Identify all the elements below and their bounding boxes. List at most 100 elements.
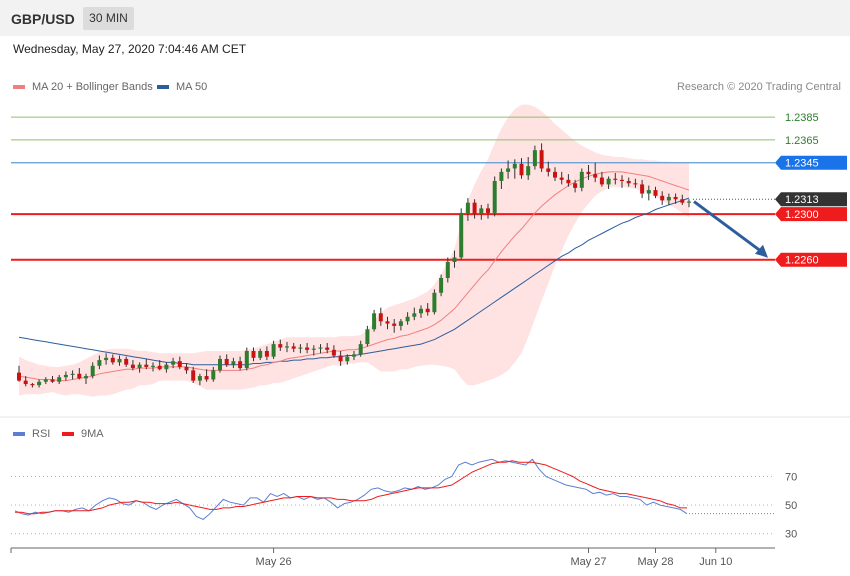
candle-body-3: [37, 381, 42, 386]
candle-23: [171, 357, 176, 369]
candle-body-94: [646, 190, 651, 194]
candle-1: [23, 376, 28, 387]
candle-body-77: [532, 150, 537, 167]
candle-body-69: [479, 208, 484, 215]
candle-26: [191, 366, 196, 383]
candle-98: [673, 193, 678, 204]
candle-17: [130, 360, 135, 371]
legend-ma20: MA 20 + Bollinger Bands: [13, 81, 153, 93]
candle-41: [291, 342, 296, 353]
candle-body-49: [345, 356, 350, 362]
candle-76: [526, 157, 531, 180]
level-label-text-2: 1.2345: [785, 158, 819, 170]
candle-72: [499, 168, 504, 189]
candle-90: [620, 175, 624, 188]
candle-body-91: [626, 180, 631, 184]
candle-body-100: [687, 201, 691, 203]
candle-44: [311, 345, 316, 356]
candle-19: [144, 358, 149, 370]
candle-body-74: [512, 163, 517, 169]
candle-30: [218, 355, 222, 373]
level-label-text-0: 1.2385: [785, 112, 819, 124]
candle-body-43: [305, 347, 310, 350]
candle-body-52: [365, 329, 370, 345]
candle-52: [365, 325, 370, 347]
candle-body-73: [506, 168, 511, 172]
candle-6: [57, 374, 62, 385]
candle-96: [660, 191, 665, 205]
candle-body-31: [224, 358, 229, 365]
candle-56: [392, 319, 397, 333]
x-tick-label-0: May 26: [256, 556, 292, 568]
candle-body-14: [110, 357, 115, 363]
rsi-tick-1: 50: [785, 500, 797, 512]
candle-49: [345, 354, 350, 365]
candle-body-89: [613, 178, 618, 180]
candle-27: [197, 373, 202, 386]
candle-body-42: [298, 347, 303, 349]
candle-body-51: [358, 344, 363, 355]
candle-32: [231, 357, 236, 369]
candle-body-22: [164, 364, 169, 370]
ma20-line: [18, 171, 690, 382]
projection-arrow: [693, 200, 764, 254]
candle-18: [137, 362, 142, 373]
candle-71: [492, 176, 497, 217]
candle-body-72: [499, 171, 504, 181]
candle-55: [385, 316, 390, 330]
level-label-bg-2: [775, 155, 847, 170]
candle-body-63: [439, 277, 444, 293]
candle-94: [646, 185, 651, 201]
timeframe-button[interactable]: 30 MIN: [83, 7, 134, 30]
candle-22: [164, 362, 169, 373]
legend-ma50-label: MA 50: [176, 81, 208, 93]
candle-body-12: [97, 360, 102, 366]
candle-body-67: [465, 202, 470, 213]
candle-body-76: [526, 166, 531, 176]
candle-body-0: [17, 372, 21, 381]
candle-81: [559, 171, 564, 185]
level-label-4: 1.2300: [775, 207, 847, 222]
candle-92: [633, 178, 638, 188]
candle-87: [599, 171, 604, 187]
candle-88: [606, 176, 611, 189]
candle-body-8: [70, 373, 75, 375]
candle-body-28: [204, 376, 209, 380]
candle-89: [613, 173, 618, 185]
candle-40: [285, 341, 289, 353]
candle-93: [640, 179, 645, 199]
legend-9ma-label: 9MA: [81, 428, 104, 440]
candle-10: [84, 373, 88, 385]
candle-body-55: [385, 321, 390, 324]
candle-body-35: [251, 350, 256, 358]
candle-body-70: [486, 208, 490, 213]
candle-70: [486, 203, 490, 219]
x-tick-label-1: May 27: [570, 556, 606, 568]
candle-body-47: [331, 349, 336, 356]
candle-74: [512, 159, 517, 179]
candle-body-6: [57, 377, 62, 382]
rsi-line: [14, 458, 688, 520]
candle-7: [63, 371, 68, 381]
candle-body-27: [197, 376, 202, 381]
candle-body-64: [445, 261, 450, 278]
level-label-0: 1.2385: [785, 112, 819, 124]
candle-body-10: [84, 376, 88, 379]
candle-body-20: [151, 365, 155, 367]
candle-body-80: [553, 171, 557, 178]
candle-53: [372, 309, 377, 332]
candle-100: [687, 199, 691, 208]
candle-16: [124, 356, 129, 367]
candle-73: [506, 160, 511, 179]
candle-body-17: [130, 364, 135, 369]
candle-body-21: [157, 365, 162, 370]
candle-28: [204, 369, 209, 382]
candle-20: [151, 362, 155, 372]
candle-body-33: [238, 361, 243, 369]
candle-body-45: [318, 347, 323, 349]
candle-body-37: [264, 350, 269, 357]
candle-body-60: [419, 308, 423, 314]
candle-body-50: [352, 354, 356, 357]
candle-body-29: [211, 370, 216, 380]
rsi-tick-0: 70: [785, 471, 797, 483]
